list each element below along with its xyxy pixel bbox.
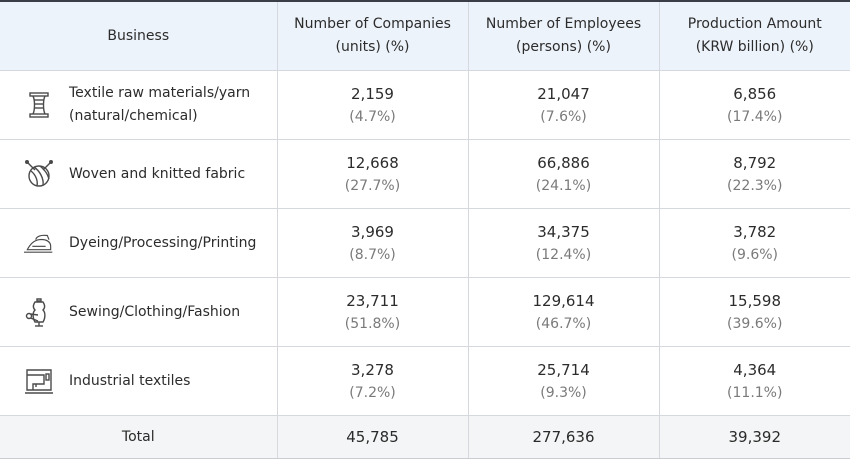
sewing-machine-icon xyxy=(24,366,54,396)
table-row: Dyeing/Processing/Printing 3,969 (8.7%) 3… xyxy=(0,208,850,278)
production-cell: 15,598 (39.6%) xyxy=(659,277,850,347)
business-label: Textile raw materials/yarn (natural/chemi… xyxy=(69,85,251,124)
header-employees: Number of Employees (persons) (%) xyxy=(468,1,660,71)
total-companies: 45,785 xyxy=(277,415,469,459)
employees-cell: 21,047 (7.6%) xyxy=(468,70,660,140)
business-cell: Sewing/Clothing/Fashion xyxy=(0,277,278,347)
table-row: Woven and knitted fabric 12,668 (27.7%) 6… xyxy=(0,139,850,209)
header-row: Business Number of Companies (units) (%) … xyxy=(0,1,850,71)
employees-cell: 34,375 (12.4%) xyxy=(468,208,660,278)
yarn-spool-icon xyxy=(24,90,54,120)
table-row: Textile raw materials/yarn (natural/chemi… xyxy=(0,70,850,140)
production-cell: 4,364 (11.1%) xyxy=(659,346,850,416)
business-label: Sewing/Clothing/Fashion xyxy=(69,303,241,320)
total-label: Total xyxy=(0,415,278,459)
yarn-ball-icon xyxy=(24,159,54,189)
business-label: Dyeing/Processing/Printing xyxy=(69,234,257,251)
header-business: Business xyxy=(0,1,278,71)
companies-cell: 2,159 (4.7%) xyxy=(277,70,469,140)
business-cell: Industrial textiles xyxy=(0,346,278,416)
table-row: Industrial textiles 3,278 (7.2%) 25,714 (9… xyxy=(0,346,850,416)
header-production: Production Amount (KRW billion) (%) xyxy=(659,1,850,71)
business-cell: Woven and knitted fabric xyxy=(0,139,278,209)
production-cell: 8,792 (22.3%) xyxy=(659,139,850,209)
dress-form-icon xyxy=(24,297,54,327)
employees-cell: 25,714 (9.3%) xyxy=(468,346,660,416)
header-companies: Number of Companies (units) (%) xyxy=(277,1,469,71)
companies-cell: 12,668 (27.7%) xyxy=(277,139,469,209)
companies-cell: 3,969 (8.7%) xyxy=(277,208,469,278)
business-cell: Dyeing/Processing/Printing xyxy=(0,208,278,278)
business-label: Woven and knitted fabric xyxy=(69,165,246,182)
total-employees: 277,636 xyxy=(468,415,660,459)
iron-icon xyxy=(24,228,54,258)
production-cell: 3,782 (9.6%) xyxy=(659,208,850,278)
companies-cell: 3,278 (7.2%) xyxy=(277,346,469,416)
companies-cell: 23,711 (51.8%) xyxy=(277,277,469,347)
total-production: 39,392 xyxy=(659,415,850,459)
table-row: Sewing/Clothing/Fashion 23,711 (51.8%) 12… xyxy=(0,277,850,347)
total-row: Total 45,785 277,636 39,392 xyxy=(0,415,850,459)
production-cell: 6,856 (17.4%) xyxy=(659,70,850,140)
business-cell: Textile raw materials/yarn (natural/chemi… xyxy=(0,70,278,140)
business-label: Industrial textiles xyxy=(69,372,191,389)
employees-cell: 129,614 (46.7%) xyxy=(468,277,660,347)
employees-cell: 66,886 (24.1%) xyxy=(468,139,660,209)
